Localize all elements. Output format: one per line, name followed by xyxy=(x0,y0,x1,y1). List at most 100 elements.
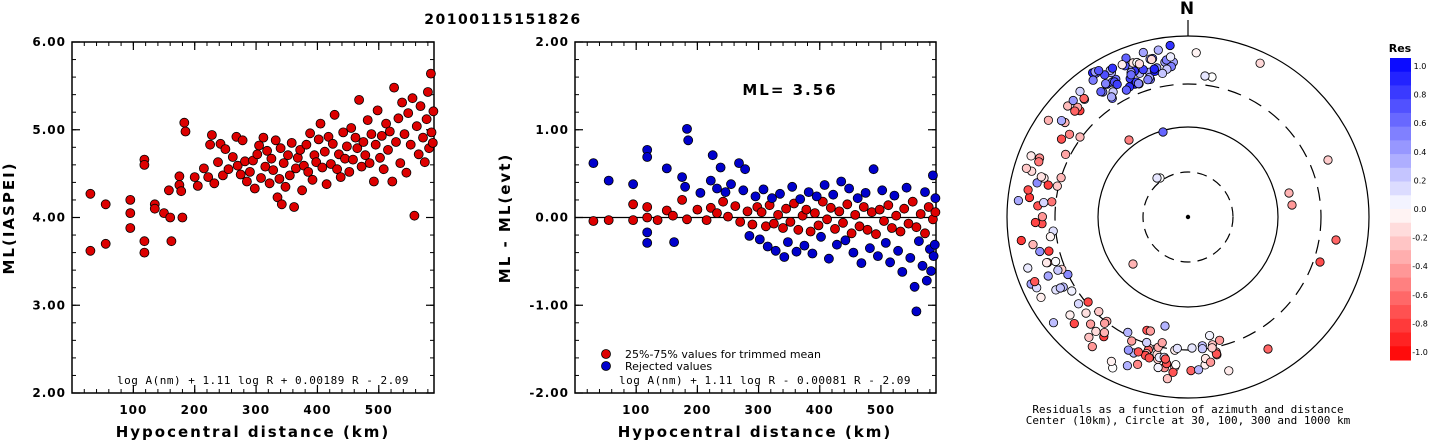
accepted-point xyxy=(842,199,853,210)
polar-point xyxy=(1056,134,1067,144)
station-point xyxy=(262,145,273,156)
accepted-point xyxy=(810,208,820,219)
panel2-formula: log A(nm) + 1.11 log R - 0.00081 R - 2.0… xyxy=(619,374,911,387)
rejected-point xyxy=(680,181,690,192)
rejected-point xyxy=(929,239,940,250)
accepted-point xyxy=(805,226,816,237)
ytick-label: 4.00 xyxy=(32,211,66,225)
colorbar-segment xyxy=(1390,277,1411,292)
rejected-point xyxy=(762,241,773,252)
rejected-point xyxy=(707,150,718,161)
rejected-point xyxy=(905,252,916,263)
ytick-label: -1.00 xyxy=(529,298,569,312)
accepted-point xyxy=(899,203,910,214)
station-point xyxy=(206,130,217,140)
accepted-point xyxy=(930,207,941,218)
polar-point xyxy=(1224,366,1234,376)
polar-point xyxy=(1055,283,1065,293)
polar-point xyxy=(1133,347,1143,357)
rejected-point xyxy=(738,185,749,196)
station-point xyxy=(327,138,338,149)
polar-point xyxy=(1126,70,1136,80)
polar-point xyxy=(1067,286,1077,296)
polar-point xyxy=(1149,64,1159,74)
colorbar-segment xyxy=(1390,99,1411,114)
circle-100km xyxy=(1097,126,1279,308)
legend-rejected-marker xyxy=(601,361,611,371)
rejected-point xyxy=(779,252,790,262)
polar-point xyxy=(1255,58,1265,68)
polar-point xyxy=(1133,359,1143,369)
polar-point xyxy=(1134,59,1145,69)
accepted-point xyxy=(887,223,897,233)
rejected-point xyxy=(860,187,871,198)
station-point xyxy=(179,117,190,128)
station-point xyxy=(198,163,209,174)
panel1-axes: 2.00 3.00 4.00 5.00 6.00 100 200 300 400 500 xyxy=(32,35,434,417)
rejected-point xyxy=(844,183,854,194)
colorbar-segment xyxy=(1390,167,1411,183)
colorbar-segment xyxy=(1390,236,1411,251)
polar-point xyxy=(1037,212,1048,222)
polar-point xyxy=(1056,173,1066,183)
station-point xyxy=(100,199,111,210)
polar-point xyxy=(1112,79,1122,90)
polar-point xyxy=(1048,318,1059,328)
station-point xyxy=(227,152,238,162)
polar-point xyxy=(1091,326,1101,336)
accepted-point xyxy=(701,215,712,226)
colorbar-segment xyxy=(1390,195,1411,210)
polar-point xyxy=(1138,47,1148,58)
rejected-point xyxy=(880,237,891,248)
xtick-label: 200 xyxy=(181,403,209,417)
station-point xyxy=(401,167,412,178)
panel2-xlabel: Hypocentral distance (km) xyxy=(618,423,893,441)
polar-point xyxy=(1153,362,1163,373)
xtick-label: 500 xyxy=(365,403,393,417)
ytick-label: 1.00 xyxy=(535,123,569,137)
rejected-point xyxy=(682,123,692,134)
polar-point xyxy=(1142,337,1152,348)
xtick-label: 100 xyxy=(119,403,147,417)
station-point xyxy=(252,149,263,160)
accepted-point xyxy=(773,209,783,220)
polar-point xyxy=(1081,308,1091,318)
accepted-point xyxy=(838,217,848,228)
station-point xyxy=(213,157,223,168)
polar-point xyxy=(1056,116,1067,126)
polar-point xyxy=(1127,336,1137,346)
accepted-point xyxy=(915,209,926,219)
accepted-point xyxy=(718,196,728,207)
station-point xyxy=(177,212,188,223)
ytick-label: 0.00 xyxy=(535,211,569,225)
polar-point xyxy=(1088,75,1098,85)
rejected-point xyxy=(865,243,875,254)
colorbar-segment xyxy=(1390,112,1411,128)
colorbar-segment xyxy=(1390,140,1411,155)
panel1-points xyxy=(85,68,439,258)
colorbar-segment xyxy=(1390,85,1411,100)
rejected-point xyxy=(642,237,653,248)
figure-title: 20100115151826 xyxy=(424,12,581,28)
station-point xyxy=(149,203,160,214)
rejected-point xyxy=(705,175,716,186)
polar-point xyxy=(1043,271,1053,281)
polar-point xyxy=(1145,326,1156,336)
polar-point xyxy=(1215,335,1225,345)
station-point xyxy=(274,173,285,184)
rejected-point xyxy=(715,162,726,173)
polar-point xyxy=(1073,299,1084,309)
polar-point xyxy=(1070,106,1080,116)
accepted-point xyxy=(712,208,722,219)
rejected-point xyxy=(920,187,930,198)
legend-accepted-marker xyxy=(601,349,611,359)
colorbar-segment xyxy=(1390,305,1411,320)
station-point xyxy=(176,186,187,197)
colorbar-title: Res xyxy=(1389,42,1412,55)
rejected-point xyxy=(852,193,863,204)
accepted-point xyxy=(705,202,716,213)
accepted-point xyxy=(668,210,678,221)
xtick-label: 200 xyxy=(683,403,711,417)
station-point xyxy=(283,150,293,161)
station-point xyxy=(203,172,214,183)
